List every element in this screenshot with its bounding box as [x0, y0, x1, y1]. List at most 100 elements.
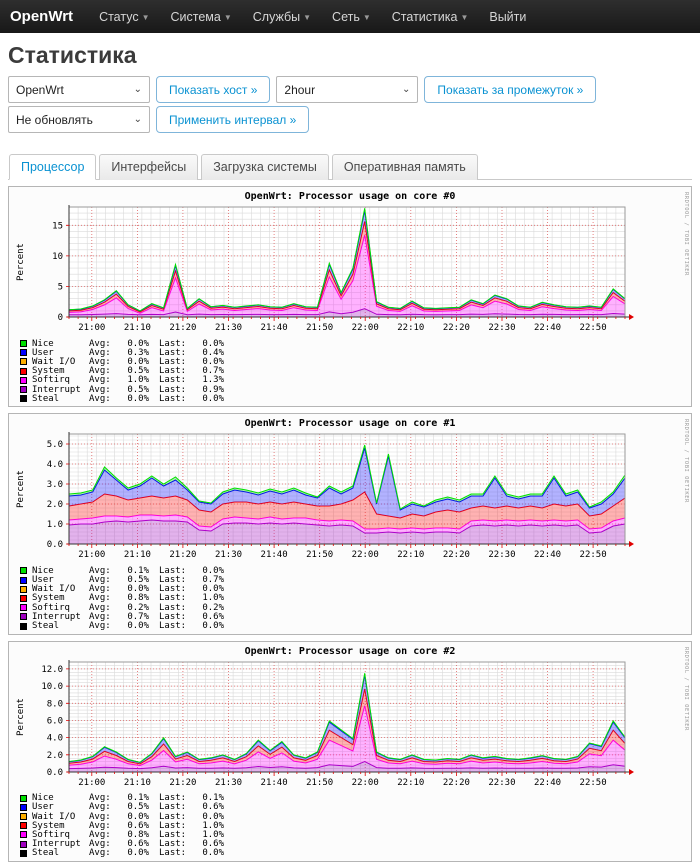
nav-item-status[interactable]: Статус ▼	[99, 9, 150, 24]
legend-row-user: User Avg: 0.5% Last: 0.7%	[20, 575, 689, 586]
legend-row-wait-i-o: Wait I/O Avg: 0.0% Last: 0.0%	[20, 356, 689, 367]
legend-lname: System	[32, 366, 65, 377]
legend-color-swatch	[20, 822, 27, 830]
rrd-graph-image: 0.0 2.0 4.0 6.0 8.0 10.0 12.0 21:00 21:10 21:20 21…	[16, 659, 634, 788]
legend-lval: 0.0%	[127, 811, 149, 822]
nav-item-network[interactable]: Сеть ▼	[332, 9, 371, 24]
svg-text:0: 0	[58, 313, 63, 323]
legend-lval2: 0.6%	[202, 611, 224, 622]
legend-color-swatch	[20, 376, 27, 384]
legend-row-steal: Steal Avg: 0.0% Last: 0.0%	[20, 848, 689, 859]
legend-lval2: 0.9%	[202, 384, 224, 395]
legend-color-swatch	[20, 349, 27, 357]
legend-llab: Avg:	[89, 820, 111, 831]
svg-text:15: 15	[52, 221, 63, 231]
legend-color-swatch	[20, 613, 27, 621]
legend-color-swatch	[20, 340, 27, 348]
legend-lname: Steal	[32, 393, 60, 404]
legend-color-swatch	[20, 395, 27, 403]
svg-text:21:50: 21:50	[306, 778, 333, 788]
host-select[interactable]: OpenWrt ⌄	[8, 76, 150, 103]
svg-text:21:50: 21:50	[306, 323, 333, 333]
legend-lval: 0.5%	[127, 802, 149, 813]
legend-color-swatch	[20, 576, 27, 584]
legend-color-swatch	[20, 803, 27, 811]
legend-lval: 0.1%	[127, 565, 149, 576]
legend-llab2: Last:	[159, 820, 187, 831]
legend-row-nice: Nice Avg: 0.0% Last: 0.0%	[20, 338, 689, 349]
legend-llab: Avg:	[89, 839, 111, 850]
legend-lval2: 1.0%	[202, 829, 224, 840]
legend-llab: Avg:	[89, 575, 111, 586]
nav-item-system[interactable]: Система ▼	[170, 9, 232, 24]
legend-llab: Avg:	[89, 611, 111, 622]
legend-llab2: Last:	[159, 366, 187, 377]
legend-llab2: Last:	[159, 575, 187, 586]
refresh-interval-select[interactable]: Не обновлять ⌄	[8, 106, 150, 133]
svg-text:22:30: 22:30	[488, 550, 515, 560]
legend-lname: Interrupt	[32, 839, 81, 850]
legend-lname: Nice	[32, 338, 54, 349]
graphs-container: OpenWrt: Processor usage on core #0 0 5 10 1…	[8, 186, 692, 862]
legend-lval: 0.3%	[127, 347, 149, 358]
graph-title: OpenWrt: Processor usage on core #2	[244, 645, 456, 657]
svg-text:22:00: 22:00	[352, 323, 379, 333]
legend-llab2: Last:	[159, 621, 187, 632]
nav-item-statistics[interactable]: Статистика ▼	[391, 9, 469, 24]
legend-lname: User	[32, 575, 54, 586]
legend-lname: Interrupt	[32, 611, 81, 622]
tab-system-load[interactable]: Загрузка системы	[201, 154, 329, 180]
svg-text:22:20: 22:20	[443, 778, 470, 788]
rrdtool-watermark: RRDTOOL / TOBI OETIKER	[683, 419, 689, 504]
legend-row-softirq: Softirq Avg: 0.8% Last: 1.0%	[20, 829, 689, 840]
legend-lname: Wait I/O	[32, 811, 76, 822]
svg-text:8.0: 8.0	[47, 699, 63, 709]
tab-interfaces[interactable]: Интерфейсы	[99, 154, 199, 180]
legend-llab: Avg:	[89, 356, 111, 367]
timespan-select[interactable]: 2hour ⌄	[276, 76, 419, 103]
show-host-button[interactable]: Показать хост »	[156, 76, 271, 103]
chevron-down-icon: ▼	[141, 12, 150, 22]
legend-llab: Avg:	[89, 565, 111, 576]
legend-color-swatch	[20, 813, 27, 821]
svg-text:21:40: 21:40	[261, 778, 288, 788]
legend-llab: Avg:	[89, 366, 111, 377]
legend-llab2: Last:	[159, 393, 187, 404]
cpu-graph-box-core0: OpenWrt: Processor usage on core #0 0 5 10 1…	[8, 186, 692, 408]
apply-interval-button[interactable]: Применить интервал »	[156, 106, 310, 133]
svg-text:22:50: 22:50	[580, 323, 607, 333]
legend-llab: Avg:	[89, 593, 111, 604]
graph-title: OpenWrt: Processor usage on core #0	[244, 191, 456, 202]
tab-memory[interactable]: Оперативная память	[331, 154, 478, 180]
nav-item-logout[interactable]: Выйти	[489, 9, 527, 24]
show-timespan-button[interactable]: Показать за промежуток »	[424, 76, 597, 103]
svg-text:21:40: 21:40	[261, 323, 288, 333]
openwrt-brand[interactable]: OpenWrt	[10, 8, 74, 25]
top-navbar: OpenWrt Статус ▼ Система ▼ Службы ▼ Сеть ▼ С…	[0, 0, 700, 33]
legend-llab2: Last:	[159, 356, 187, 367]
legend-lval: 0.0%	[127, 848, 149, 859]
legend-llab2: Last:	[159, 602, 187, 613]
svg-text:22:00: 22:00	[352, 778, 379, 788]
legend-row-wait-i-o: Wait I/O Avg: 0.0% Last: 0.0%	[20, 811, 689, 822]
svg-text:5: 5	[58, 282, 63, 292]
tab-processor[interactable]: Процессор	[9, 154, 97, 180]
nav-item-services[interactable]: Службы ▼	[252, 9, 312, 24]
select-caret-icon: ⌄	[402, 84, 411, 95]
legend-lval: 1.0%	[127, 375, 149, 386]
legend-lname: User	[32, 347, 54, 358]
chevron-down-icon: ▼	[303, 12, 312, 22]
legend-row-interrupt: Interrupt Avg: 0.5% Last: 0.9%	[20, 384, 689, 395]
cpu-graph-box-core1: OpenWrt: Processor usage on core #1 0.0 1.…	[8, 413, 692, 635]
svg-text:22:10: 22:10	[397, 550, 424, 560]
legend-lval2: 0.6%	[202, 802, 224, 813]
legend-lval2: 1.0%	[202, 820, 224, 831]
legend-row-interrupt: Interrupt Avg: 0.7% Last: 0.6%	[20, 611, 689, 622]
legend-color-swatch	[20, 367, 27, 375]
legend-color-swatch	[20, 794, 27, 802]
legend-row-system: System Avg: 0.5% Last: 0.7%	[20, 366, 689, 377]
legend-color-swatch	[20, 594, 27, 602]
host-controls-row: OpenWrt ⌄ Показать хост » 2hour ⌄ Показать…	[8, 76, 692, 103]
legend-lval: 0.6%	[127, 820, 149, 831]
legend-llab2: Last:	[159, 584, 187, 595]
